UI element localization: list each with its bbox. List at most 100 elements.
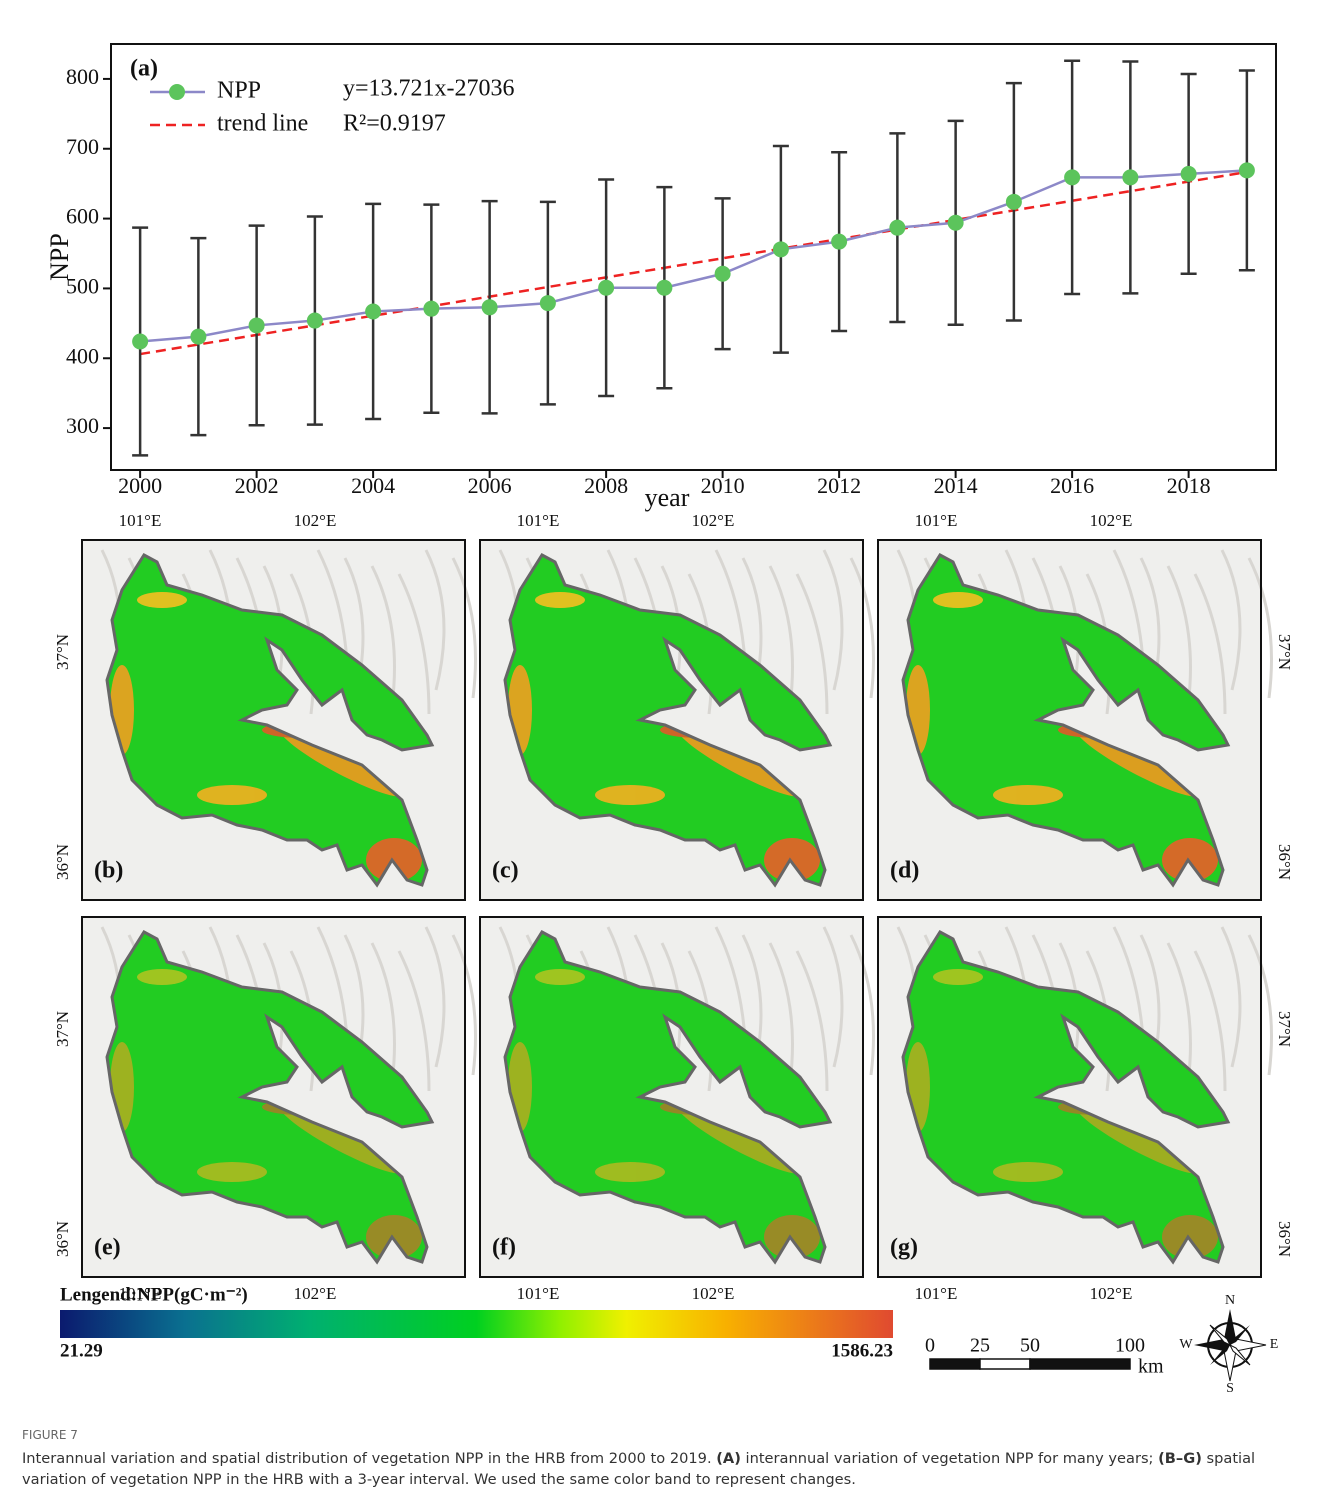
compass: N S E W	[1179, 1293, 1278, 1396]
map-panel: (c)	[479, 539, 875, 901]
hillshade	[1220, 926, 1242, 1068]
lon-label: 102°E	[294, 1284, 337, 1303]
point	[598, 279, 615, 296]
legend-marker	[169, 84, 185, 100]
point	[248, 317, 265, 334]
lon-label: 101°E	[915, 511, 958, 530]
y-tick-label: 500	[66, 273, 99, 298]
point	[423, 300, 440, 317]
hillshade	[424, 926, 446, 1068]
x-tick-label: 2014	[934, 473, 978, 498]
y-tick-label: 600	[66, 204, 99, 229]
caption-part: Interannual variation and spatial distri…	[22, 1450, 717, 1467]
annotation: R²=0.9197	[343, 111, 446, 137]
line-chart: 300 400 500 600 700 800 2000 2002 2004 2006 2008 20…	[45, 56, 1255, 512]
lat-label: 36°N	[53, 844, 72, 880]
npp-patch	[137, 969, 187, 985]
panel-label: (c)	[492, 858, 519, 884]
x-tick-label: 2008	[584, 473, 628, 498]
hillshade	[370, 942, 396, 1084]
annotation: y=13.721x-27036	[343, 76, 515, 102]
lon-label: 102°E	[692, 1284, 735, 1303]
lat-label: 37°N	[53, 1011, 72, 1047]
panel-label: (d)	[890, 858, 919, 884]
lon-label: 102°E	[1090, 511, 1133, 530]
point	[306, 312, 323, 329]
series-line	[140, 169, 1247, 343]
npp-patch	[595, 785, 665, 805]
x-tick-label: 2006	[468, 473, 512, 498]
x-tick-label: 2018	[1167, 473, 1211, 498]
point	[132, 333, 149, 350]
point	[1005, 193, 1022, 210]
scale-label: 50	[1020, 1335, 1040, 1357]
map-panel: (f)	[479, 916, 875, 1278]
npp-patch	[764, 1215, 820, 1259]
point	[1064, 169, 1081, 186]
map-panel: (d)	[877, 539, 1273, 901]
point	[365, 303, 382, 320]
npp-patch	[366, 838, 422, 882]
point	[889, 219, 906, 236]
npp-patch	[366, 1215, 422, 1259]
hillshade	[768, 942, 794, 1084]
map-frame	[877, 539, 1262, 901]
lon-label: 102°E	[294, 511, 337, 530]
point	[831, 233, 848, 250]
npp-patch	[197, 785, 267, 805]
y-tick-label: 300	[66, 413, 99, 438]
hillshade	[1193, 573, 1227, 715]
compass-letter: E	[1270, 1337, 1279, 1352]
hillshade	[849, 557, 875, 699]
hillshade	[397, 573, 431, 715]
y-tick-label: 800	[66, 64, 99, 89]
map-panel: (e)	[81, 916, 477, 1278]
map-frame	[479, 539, 864, 901]
caption-part: interannual variation of vegetation NPP …	[740, 1450, 1159, 1467]
y-axis-label: NPP	[45, 233, 74, 281]
scale-segment	[1029, 1358, 1131, 1370]
panel-label: (e)	[94, 1235, 121, 1261]
hillshade	[397, 950, 431, 1092]
point	[539, 295, 556, 312]
map-panel: (g)	[877, 916, 1273, 1278]
map-frame	[877, 916, 1262, 1278]
colorbar-max: 1586.23	[831, 1340, 893, 1361]
caption-part: (B–G)	[1158, 1450, 1202, 1467]
npp-patch	[137, 592, 187, 608]
caption: FIGURE 7 Interannual variation and spati…	[22, 1428, 1302, 1490]
hillshade	[795, 573, 829, 715]
hillshade	[822, 549, 844, 691]
hillshade	[1247, 934, 1273, 1076]
point	[947, 214, 964, 231]
npp-patch	[764, 838, 820, 882]
caption-text: Interannual variation and spatial distri…	[22, 1448, 1302, 1490]
npp-patch	[993, 785, 1063, 805]
npp-patch	[993, 1162, 1063, 1182]
hillshade	[1247, 557, 1273, 699]
map-frame	[81, 916, 466, 1278]
point	[481, 299, 498, 316]
caption-part: (A)	[716, 1450, 741, 1467]
hillshade	[451, 934, 477, 1076]
lon-label: 101°E	[119, 1284, 162, 1303]
x-axis-label: year	[645, 483, 690, 512]
series-line	[139, 170, 1248, 356]
compass-letter: S	[1226, 1381, 1234, 1396]
legend-label: trend line	[217, 111, 308, 137]
hillshade	[1166, 942, 1192, 1084]
x-tick-label: 2010	[701, 473, 745, 498]
lon-label: 101°E	[517, 1284, 560, 1303]
caption-part: spatial variation of vegetation NPP in t…	[22, 1450, 1256, 1488]
point	[772, 241, 789, 258]
panel-label: (b)	[94, 858, 123, 884]
point	[1180, 165, 1197, 182]
x-tick-label: 2012	[817, 473, 861, 498]
scale-unit: km	[1138, 1356, 1164, 1378]
hillshade	[451, 557, 477, 699]
colorbar-min: 21.29	[60, 1340, 103, 1361]
lon-label: 101°E	[517, 511, 560, 530]
scale-label: 100	[1115, 1335, 1145, 1357]
lat-label: 36°N	[1275, 844, 1294, 880]
